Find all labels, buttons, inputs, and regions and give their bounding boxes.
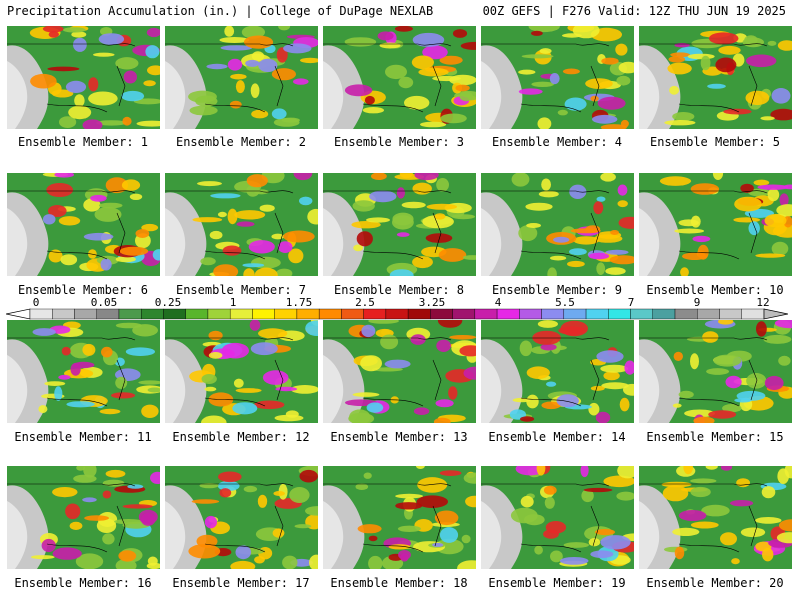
colorbar-swatch	[496, 308, 520, 320]
colorbar-swatch	[719, 308, 742, 320]
colorbar-swatch	[452, 308, 476, 320]
colorbar-arrow-right	[763, 308, 788, 320]
colorbar-swatch	[563, 308, 587, 320]
model-run-info: 00Z GEFS | F276 Valid: 12Z THU JUN 19 20…	[482, 4, 786, 18]
ensemble-member-map	[323, 26, 476, 129]
chart-title: Precipitation Accumulation (in.) | Colle…	[7, 4, 434, 18]
ensemble-member-label: Ensemble Member: 11	[14, 430, 152, 444]
colorbar-swatch	[96, 308, 120, 320]
colorbar-swatch	[341, 308, 364, 320]
ensemble-member-label: Ensemble Member: 2	[175, 135, 307, 149]
ensemble-member-map	[7, 466, 160, 569]
ensemble-member-map	[7, 173, 160, 276]
colorbar-tick-label: 0.25	[154, 296, 182, 309]
ensemble-member-map	[165, 320, 318, 423]
ensemble-member-label: Ensemble Member: 18	[330, 576, 468, 590]
colorbar-tick-label: 7	[627, 296, 635, 309]
colorbar-swatch	[185, 308, 209, 320]
colorbar-swatch	[274, 308, 298, 320]
colorbar-swatch	[229, 308, 253, 320]
colorbar-swatch	[363, 308, 387, 320]
ensemble-member-map	[639, 466, 792, 569]
ensemble-member-map	[481, 173, 634, 276]
ensemble-member-map	[639, 173, 792, 276]
colorbar-swatch	[163, 308, 186, 320]
colorbar-swatch	[608, 308, 631, 320]
ensemble-member-map	[481, 320, 634, 423]
colorbar-swatch	[118, 308, 142, 320]
ensemble-member-label: Ensemble Member: 15	[646, 430, 784, 444]
ensemble-member-map	[165, 466, 318, 569]
colorbar-tick-label: 3.25	[418, 296, 446, 309]
ensemble-member-label: Ensemble Member: 16	[14, 576, 152, 590]
ensemble-member-map	[481, 466, 634, 569]
colorbar-swatch	[430, 308, 453, 320]
colorbar-tick-label: 12	[756, 296, 770, 309]
colorbar-swatch	[652, 308, 676, 320]
ensemble-member-map	[323, 466, 476, 569]
colorbar-tick-label: 2.5	[355, 296, 375, 309]
ensemble-member-map	[165, 26, 318, 129]
colorbar-tick-label: 5.5	[555, 296, 575, 309]
colorbar-swatch	[207, 308, 231, 320]
colorbar-tick-label: 1	[229, 296, 237, 309]
colorbar-swatch	[674, 308, 698, 320]
ensemble-member-label: Ensemble Member: 5	[649, 135, 781, 149]
colorbar-swatch	[519, 308, 542, 320]
ensemble-member-map	[639, 26, 792, 129]
ensemble-member-map	[7, 26, 160, 129]
ensemble-member-label: Ensemble Member: 7	[175, 283, 307, 297]
ensemble-member-label: Ensemble Member: 10	[646, 283, 784, 297]
colorbar-swatch	[141, 308, 164, 320]
ensemble-member-label: Ensemble Member: 17	[172, 576, 310, 590]
ensemble-member-label: Ensemble Member: 3	[333, 135, 465, 149]
ensemble-member-map	[639, 320, 792, 423]
ensemble-member-label: Ensemble Member: 19	[488, 576, 626, 590]
ensemble-member-label: Ensemble Member: 9	[491, 283, 623, 297]
ensemble-member-map	[323, 320, 476, 423]
colorbar-swatch	[474, 308, 498, 320]
colorbar-swatch	[385, 308, 409, 320]
colorbar-swatch	[318, 308, 342, 320]
colorbar-swatch	[630, 308, 653, 320]
colorbar-tick-label: 9	[693, 296, 701, 309]
ensemble-member-label: Ensemble Member: 12	[172, 430, 310, 444]
colorbar-swatch	[585, 308, 609, 320]
colorbar-swatch	[296, 308, 320, 320]
precipitation-colorbar	[6, 308, 788, 320]
colorbar-tick-label: 0	[32, 296, 40, 309]
ensemble-member-label: Ensemble Member: 13	[330, 430, 468, 444]
colorbar-tick-label: 1.75	[285, 296, 313, 309]
ensemble-member-map	[323, 173, 476, 276]
colorbar-swatch	[697, 308, 720, 320]
colorbar-swatch	[74, 308, 97, 320]
colorbar-swatch	[541, 308, 565, 320]
colorbar-swatch	[52, 308, 75, 320]
ensemble-member-map	[165, 173, 318, 276]
colorbar-swatch	[29, 308, 53, 320]
colorbar-tick-label: 0.05	[90, 296, 118, 309]
colorbar-arrow-left	[6, 308, 31, 320]
ensemble-member-label: Ensemble Member: 8	[333, 283, 465, 297]
colorbar-swatch	[407, 308, 431, 320]
colorbar-swatch	[741, 308, 765, 320]
ensemble-member-label: Ensemble Member: 6	[17, 283, 149, 297]
ensemble-member-map	[481, 26, 634, 129]
ensemble-member-label: Ensemble Member: 14	[488, 430, 626, 444]
colorbar-swatch	[252, 308, 275, 320]
colorbar-tick-label: 4	[494, 296, 502, 309]
ensemble-member-label: Ensemble Member: 20	[646, 576, 784, 590]
ensemble-member-label: Ensemble Member: 4	[491, 135, 623, 149]
ensemble-member-label: Ensemble Member: 1	[17, 135, 149, 149]
ensemble-member-map	[7, 320, 160, 423]
